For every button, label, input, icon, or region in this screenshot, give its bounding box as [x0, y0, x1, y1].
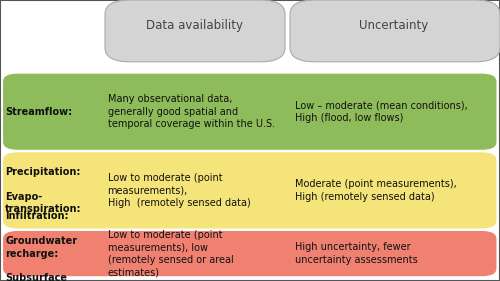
FancyBboxPatch shape	[2, 230, 497, 277]
Text: Low to moderate (point
measurements), low
(remotely sensed or areal
estimates): Low to moderate (point measurements), lo…	[108, 230, 233, 277]
Text: Low to moderate (point
measurements),
High  (remotely sensed data): Low to moderate (point measurements), Hi…	[108, 173, 251, 208]
FancyBboxPatch shape	[290, 0, 500, 62]
Text: Precipitation:

Evapo-
transpiration:: Precipitation: Evapo- transpiration:	[5, 167, 82, 214]
Text: Data availability: Data availability	[146, 19, 244, 32]
Text: High uncertainty, fewer
uncertainty assessments: High uncertainty, fewer uncertainty asse…	[295, 243, 418, 265]
FancyBboxPatch shape	[105, 0, 285, 62]
FancyBboxPatch shape	[2, 73, 497, 150]
Text: Streamflow:: Streamflow:	[5, 107, 72, 117]
Text: Moderate (point measurements),
High (remotely sensed data): Moderate (point measurements), High (rem…	[295, 179, 457, 201]
Text: Low – moderate (mean conditions),
High (flood, low flows): Low – moderate (mean conditions), High (…	[295, 101, 468, 123]
Text: Many observational data,
generally good spatial and
temporal coverage within the: Many observational data, generally good …	[108, 94, 274, 129]
Text: Infiltration:

Groundwater
recharge:

Subsurface
discharge:: Infiltration: Groundwater recharge: Subs…	[5, 211, 77, 281]
FancyBboxPatch shape	[2, 152, 497, 229]
Text: Uncertainty: Uncertainty	[359, 19, 428, 32]
